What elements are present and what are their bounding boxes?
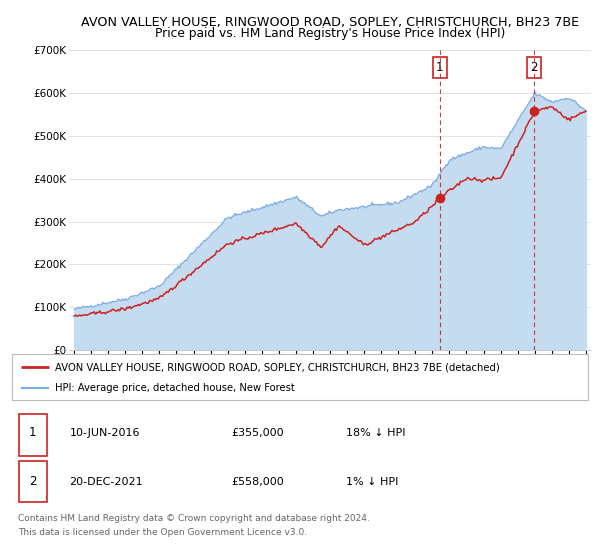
Text: £355,000: £355,000 — [231, 428, 284, 438]
Text: 18% ↓ HPI: 18% ↓ HPI — [346, 428, 406, 438]
Text: 10-JUN-2016: 10-JUN-2016 — [70, 428, 140, 438]
Text: 1: 1 — [29, 426, 37, 440]
Text: HPI: Average price, detached house, New Forest: HPI: Average price, detached house, New … — [55, 383, 295, 393]
Text: 2: 2 — [29, 475, 37, 488]
FancyBboxPatch shape — [19, 414, 47, 456]
Text: 20-DEC-2021: 20-DEC-2021 — [70, 477, 143, 487]
Text: 1% ↓ HPI: 1% ↓ HPI — [346, 477, 398, 487]
Text: 1: 1 — [436, 61, 443, 74]
Text: 2: 2 — [530, 61, 538, 74]
Text: Price paid vs. HM Land Registry's House Price Index (HPI): Price paid vs. HM Land Registry's House … — [155, 27, 505, 40]
Text: Contains HM Land Registry data © Crown copyright and database right 2024.: Contains HM Land Registry data © Crown c… — [18, 514, 370, 523]
Text: AVON VALLEY HOUSE, RINGWOOD ROAD, SOPLEY, CHRISTCHURCH, BH23 7BE: AVON VALLEY HOUSE, RINGWOOD ROAD, SOPLEY… — [81, 16, 579, 29]
Text: AVON VALLEY HOUSE, RINGWOOD ROAD, SOPLEY, CHRISTCHURCH, BH23 7BE (detached): AVON VALLEY HOUSE, RINGWOOD ROAD, SOPLEY… — [55, 362, 500, 372]
Text: This data is licensed under the Open Government Licence v3.0.: This data is licensed under the Open Gov… — [18, 528, 307, 537]
FancyBboxPatch shape — [19, 461, 47, 502]
Text: £558,000: £558,000 — [231, 477, 284, 487]
